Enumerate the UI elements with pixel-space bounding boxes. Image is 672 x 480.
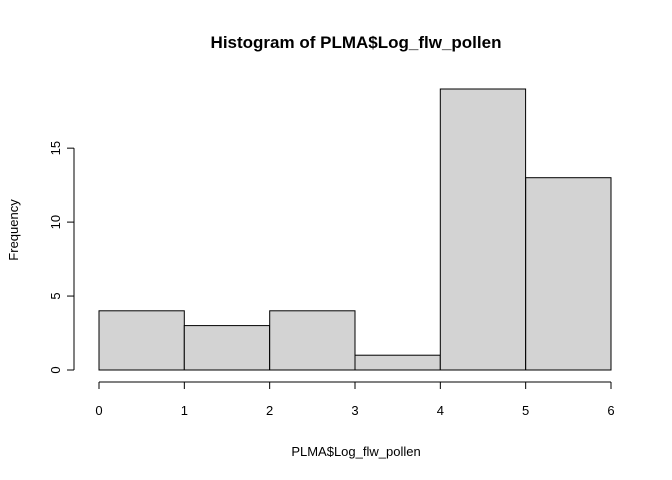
y-tick-label-3: 15	[48, 141, 63, 155]
y-tick-label-1: 5	[48, 292, 63, 299]
bars-group	[98, 88, 612, 371]
histogram-bar-5	[525, 177, 612, 371]
x-tick-label-6: 6	[607, 403, 614, 418]
chart-title: Histogram of PLMA$Log_flw_pollen	[211, 33, 502, 52]
histogram-bar-0	[98, 310, 185, 371]
histogram-bar-3	[354, 354, 441, 371]
y-tick-label-0: 0	[48, 366, 63, 373]
x-axis-label: PLMA$Log_flw_pollen	[291, 444, 420, 459]
histogram-bar-2	[269, 310, 356, 371]
y-axis-label: Frequency	[6, 199, 21, 261]
x-tick-label-0: 0	[95, 403, 102, 418]
x-tick-label-2: 2	[266, 403, 273, 418]
histogram-bar-1	[183, 325, 271, 371]
y-axis: 0 5 10 15	[48, 141, 75, 374]
x-tick-label-1: 1	[181, 403, 188, 418]
histogram-bar-4	[439, 88, 527, 371]
y-tick-label-2: 10	[48, 215, 63, 229]
x-tick-label-3: 3	[351, 403, 358, 418]
x-tick-label-5: 5	[522, 403, 529, 418]
x-tick-label-4: 4	[437, 403, 444, 418]
x-axis: 0 1 2 3 4 5 6	[95, 381, 615, 418]
